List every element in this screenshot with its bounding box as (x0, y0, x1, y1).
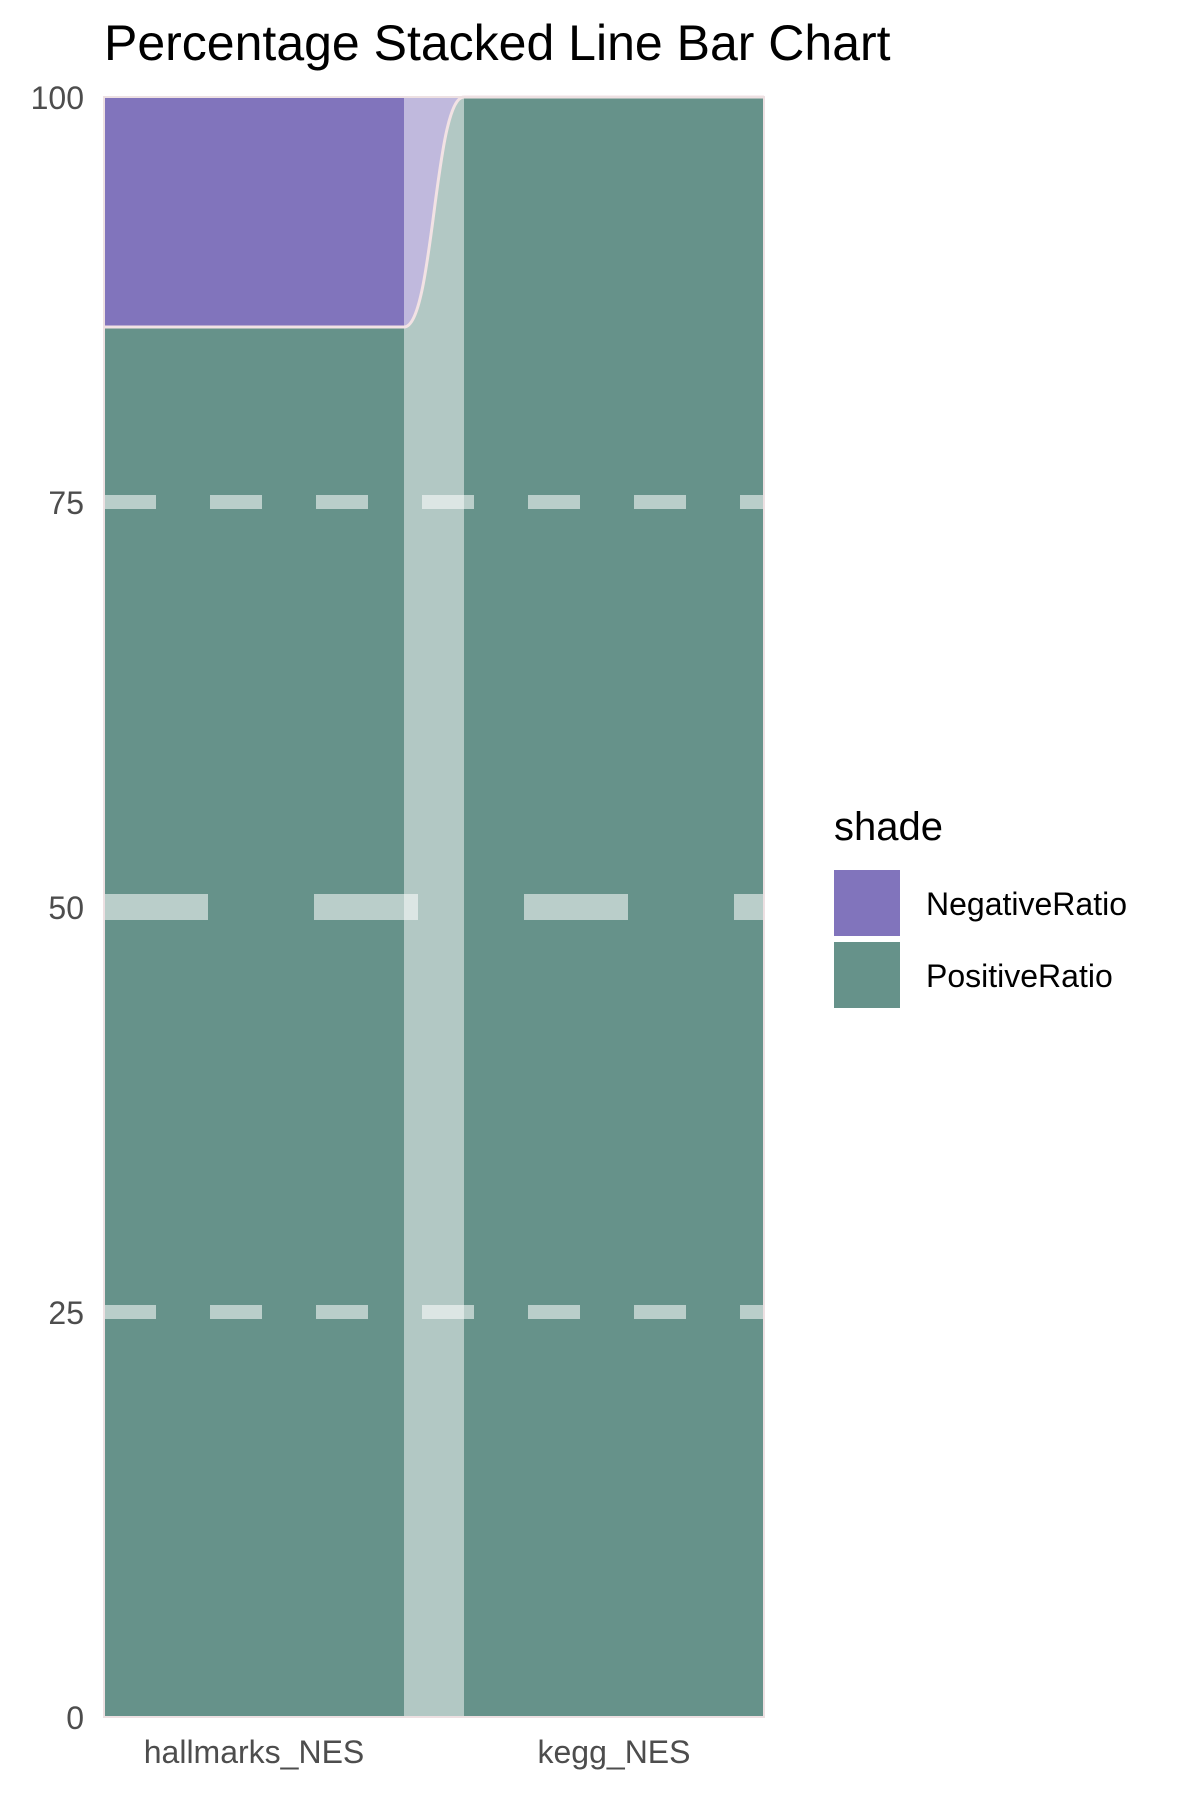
legend-label-positive: PositiveRatio (926, 958, 1113, 994)
bar-hallmarks_NES-negativeratio (104, 97, 404, 328)
plot-frame (103, 96, 765, 1718)
x-tick-label: kegg_NES (538, 1734, 691, 1770)
series-boundary-line (104, 95, 764, 329)
y-tick-label: 25 (48, 1295, 84, 1331)
y-tick-label: 0 (66, 1700, 84, 1736)
y-axis-ticks: 0 25 50 75 100 (31, 80, 84, 1736)
legend-title: shade (834, 805, 943, 849)
legend: shade NegativeRatio PositiveRatio (834, 805, 1127, 1008)
y-tick-label: 75 (48, 485, 84, 521)
legend-swatch-positive (834, 942, 900, 1008)
x-tick-label: hallmarks_NES (144, 1734, 365, 1770)
boundary-line (103, 95, 765, 1718)
y-tick-label: 50 (48, 890, 84, 926)
grid-lines (104, 495, 764, 1319)
chart-title: Percentage Stacked Line Bar Chart (104, 15, 891, 71)
x-axis-ticks: hallmarks_NES kegg_NES (144, 1734, 691, 1770)
legend-label-negative: NegativeRatio (926, 886, 1127, 922)
y-tick-label: 100 (31, 80, 84, 116)
bar-hallmarks_NES-positiveratio (104, 327, 404, 1717)
legend-swatch-negative (834, 870, 900, 936)
